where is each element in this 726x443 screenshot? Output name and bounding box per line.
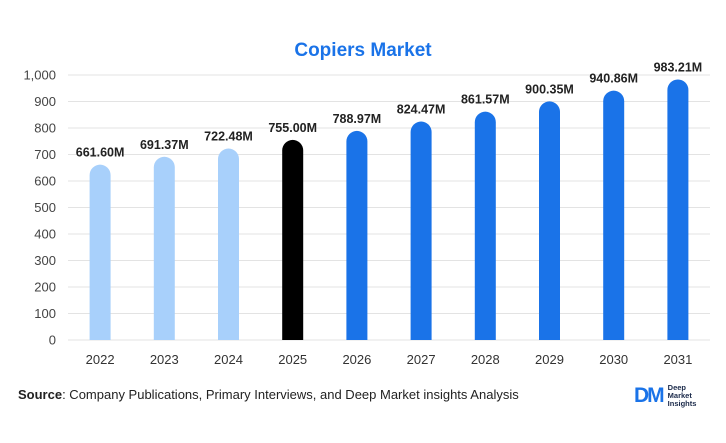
x-tick-label: 2024 — [214, 352, 243, 367]
bar-2029 — [539, 101, 560, 340]
brand-logo: DM Deep Market Insights — [634, 384, 696, 408]
logo-line-3: Insights — [667, 399, 697, 408]
y-axis: 0 100 200 300 400 500 600 700 800 900 1,000 — [23, 68, 56, 348]
source-text: : Company Publications, Primary Intervie… — [62, 387, 519, 402]
y-tick-label: 700 — [34, 147, 56, 162]
logo-wordmark: Deep Market Insights — [668, 384, 697, 408]
gridlines — [68, 74, 710, 341]
y-tick-label: 800 — [34, 121, 56, 136]
y-tick-label: 900 — [34, 94, 56, 109]
data-label-2030: 940.86M — [589, 72, 638, 86]
x-tick-label: 2028 — [471, 352, 500, 367]
data-label-2029: 900.35M — [525, 82, 574, 96]
bar-2025 — [282, 139, 304, 340]
data-label-2025: 755.00M — [268, 121, 317, 135]
data-label-2031: 983.21M — [654, 60, 703, 74]
bars — [89, 79, 689, 341]
bar-2023 — [153, 156, 175, 340]
bar-2027 — [410, 121, 432, 340]
data-label-2023: 691.37M — [140, 138, 189, 152]
x-tick-label: 2023 — [150, 352, 179, 367]
x-tick-label: 2022 — [86, 352, 115, 367]
bar-2028 — [474, 111, 496, 340]
x-tick-label: 2031 — [663, 352, 692, 367]
data-label-2028: 861.57M — [461, 93, 510, 107]
source-label: Source — [18, 387, 63, 402]
bar-2022 — [89, 164, 111, 340]
data-label-2027: 824.47M — [397, 103, 446, 117]
bar-2031 — [667, 79, 689, 341]
y-tick-label: 400 — [34, 227, 56, 242]
source-note: Source: Company Publications, Primary In… — [18, 387, 519, 402]
y-tick-label: 0 — [49, 333, 56, 348]
y-tick-label: 300 — [34, 253, 56, 268]
x-tick-label: 2027 — [407, 352, 436, 367]
chart: Copiers Market 0 100 200 300 400 500 600 700 800… — [23, 40, 710, 367]
logo-line-2: Market — [667, 391, 692, 400]
x-tick-label: 2025 — [278, 352, 307, 367]
bar-2030 — [603, 90, 625, 341]
x-tick-label: 2029 — [535, 352, 564, 367]
data-labels: 661.60M 691.37M 722.48M 755.00M 788.97M 824.4… — [76, 60, 702, 159]
logo-mark: DM — [634, 384, 665, 407]
bar-2026 — [346, 130, 368, 340]
data-label-2024: 722.48M — [204, 130, 253, 144]
y-tick-label: 200 — [34, 280, 56, 295]
x-tick-label: 2026 — [342, 352, 371, 367]
data-label-2022: 661.60M — [76, 146, 125, 160]
y-tick-label: 500 — [34, 200, 56, 215]
y-tick-label: 100 — [34, 306, 56, 321]
data-label-2026: 788.97M — [333, 112, 382, 126]
bar-2024 — [218, 148, 239, 340]
logo-line-1: Deep — [667, 383, 687, 392]
x-axis: 2022 2023 2024 2025 2026 2027 2028 2029 2030 2031 — [86, 352, 693, 367]
y-tick-label: 1,000 — [23, 68, 56, 83]
y-tick-label: 600 — [34, 174, 56, 189]
x-tick-label: 2030 — [599, 352, 628, 367]
chart-title: Copiers Market — [294, 40, 432, 61]
